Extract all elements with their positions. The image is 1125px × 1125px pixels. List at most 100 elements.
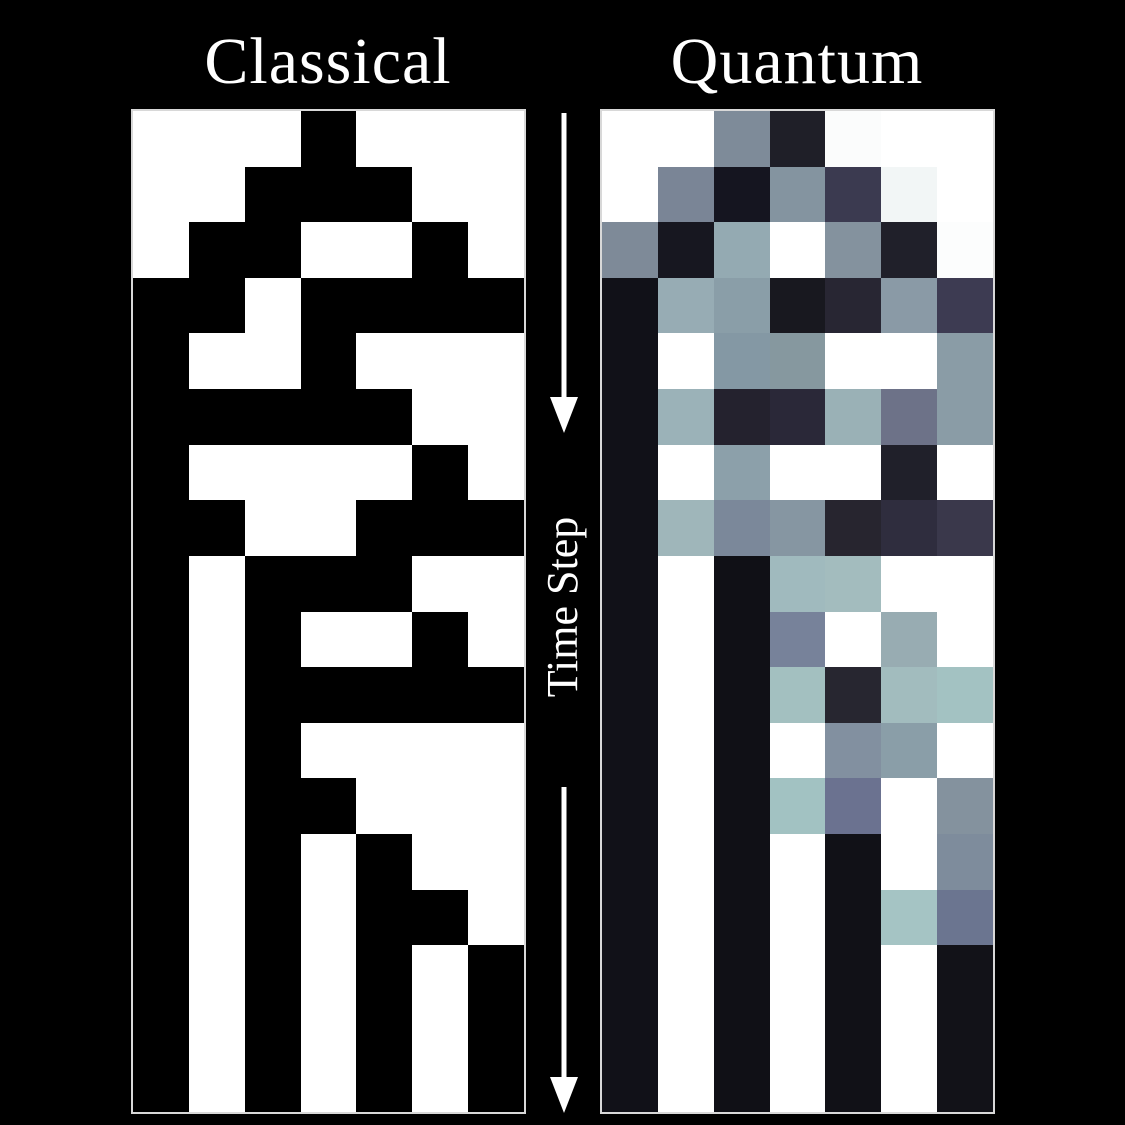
quantum-cell-r3-c6 — [937, 278, 993, 333]
classical-cell-r5-c1 — [189, 389, 245, 445]
classical-cell-r13-c5 — [412, 834, 468, 890]
classical-cell-r15-c3 — [301, 945, 356, 1001]
classical-cell-r11-c6 — [468, 723, 524, 778]
quantum-cell-r7-c5 — [881, 500, 937, 556]
classical-cell-r8-c2 — [245, 556, 301, 612]
quantum-cell-r5-c4 — [825, 389, 881, 445]
quantum-cell-r10-c0 — [602, 667, 658, 723]
quantum-cell-r11-c3 — [770, 723, 825, 778]
quantum-cell-r0-c0 — [602, 111, 658, 167]
classical-cell-r0-c4 — [356, 111, 412, 167]
quantum-cell-r10-c5 — [881, 667, 937, 723]
quantum-cell-r8-c3 — [770, 556, 825, 612]
quantum-cell-r8-c1 — [658, 556, 714, 612]
quantum-cell-r16-c1 — [658, 1001, 714, 1056]
classical-cell-r13-c4 — [356, 834, 412, 890]
quantum-cell-r2-c5 — [881, 222, 937, 278]
quantum-cell-r4-c4 — [825, 333, 881, 389]
classical-cell-r0-c0 — [133, 111, 189, 167]
classical-cell-r17-c0 — [133, 1056, 189, 1112]
quantum-cell-r10-c6 — [937, 667, 993, 723]
quantum-cell-r5-c2 — [714, 389, 770, 445]
classical-cell-r9-c4 — [356, 612, 412, 667]
classical-cell-r9-c6 — [468, 612, 524, 667]
classical-cell-r3-c6 — [468, 278, 524, 333]
classical-cell-r14-c1 — [189, 890, 245, 945]
classical-cell-r2-c0 — [133, 222, 189, 278]
classical-cell-r17-c5 — [412, 1056, 468, 1112]
quantum-cell-r10-c4 — [825, 667, 881, 723]
classical-cell-r9-c1 — [189, 612, 245, 667]
quantum-cell-r9-c3 — [770, 612, 825, 667]
quantum-cell-r2-c4 — [825, 222, 881, 278]
quantum-cell-r3-c1 — [658, 278, 714, 333]
classical-title: Classical — [204, 25, 452, 98]
quantum-cell-r11-c5 — [881, 723, 937, 778]
classical-cell-r1-c5 — [412, 167, 468, 222]
classical-cell-r12-c5 — [412, 778, 468, 834]
quantum-cell-r6-c2 — [714, 445, 770, 500]
quantum-cell-r14-c4 — [825, 890, 881, 945]
quantum-cell-r2-c1 — [658, 222, 714, 278]
quantum-cell-r4-c2 — [714, 333, 770, 389]
quantum-cell-r7-c1 — [658, 500, 714, 556]
quantum-cell-r6-c6 — [937, 445, 993, 500]
classical-cell-r12-c0 — [133, 778, 189, 834]
classical-cell-r16-c1 — [189, 1001, 245, 1056]
time-arrow-lower-head — [550, 1077, 578, 1113]
quantum-cell-r6-c1 — [658, 445, 714, 500]
quantum-cell-r15-c6 — [937, 945, 993, 1001]
quantum-cell-r12-c2 — [714, 778, 770, 834]
classical-cell-r5-c3 — [301, 389, 356, 445]
classical-cell-r9-c0 — [133, 612, 189, 667]
classical-cell-r7-c2 — [245, 500, 301, 556]
classical-cell-r10-c3 — [301, 667, 356, 723]
quantum-cell-r3-c4 — [825, 278, 881, 333]
quantum-cell-r10-c1 — [658, 667, 714, 723]
classical-cell-r5-c2 — [245, 389, 301, 445]
quantum-cell-r15-c5 — [881, 945, 937, 1001]
quantum-cell-r0-c6 — [937, 111, 993, 167]
quantum-cell-r5-c0 — [602, 389, 658, 445]
quantum-cell-r11-c4 — [825, 723, 881, 778]
classical-cell-r5-c6 — [468, 389, 524, 445]
quantum-cell-r1-c6 — [937, 167, 993, 222]
classical-cell-r1-c0 — [133, 167, 189, 222]
quantum-cell-r7-c4 — [825, 500, 881, 556]
classical-cell-r2-c1 — [189, 222, 245, 278]
quantum-cell-r3-c5 — [881, 278, 937, 333]
classical-cell-r16-c6 — [468, 1001, 524, 1056]
classical-cell-r13-c3 — [301, 834, 356, 890]
classical-cell-r5-c4 — [356, 389, 412, 445]
quantum-cell-r9-c1 — [658, 612, 714, 667]
classical-cell-r11-c2 — [245, 723, 301, 778]
quantum-cell-r8-c0 — [602, 556, 658, 612]
quantum-cell-r9-c4 — [825, 612, 881, 667]
quantum-cell-r6-c0 — [602, 445, 658, 500]
quantum-cell-r14-c0 — [602, 890, 658, 945]
quantum-cell-r15-c4 — [825, 945, 881, 1001]
quantum-cell-r12-c6 — [937, 778, 993, 834]
classical-cell-r3-c4 — [356, 278, 412, 333]
quantum-cell-r4-c3 — [770, 333, 825, 389]
quantum-cell-r12-c5 — [881, 778, 937, 834]
quantum-cell-r16-c6 — [937, 1001, 993, 1056]
quantum-cell-r3-c0 — [602, 278, 658, 333]
quantum-cell-r9-c2 — [714, 612, 770, 667]
quantum-cell-r12-c0 — [602, 778, 658, 834]
quantum-cell-r6-c3 — [770, 445, 825, 500]
classical-cell-r15-c2 — [245, 945, 301, 1001]
classical-cell-r4-c4 — [356, 333, 412, 389]
quantum-cell-r9-c0 — [602, 612, 658, 667]
classical-cell-r7-c5 — [412, 500, 468, 556]
quantum-cell-r5-c1 — [658, 389, 714, 445]
quantum-cell-r17-c3 — [770, 1056, 825, 1112]
quantum-cell-r13-c6 — [937, 834, 993, 890]
classical-cell-r3-c2 — [245, 278, 301, 333]
quantum-cell-r13-c3 — [770, 834, 825, 890]
quantum-cell-r9-c5 — [881, 612, 937, 667]
classical-cell-r0-c5 — [412, 111, 468, 167]
classical-cell-r10-c6 — [468, 667, 524, 723]
quantum-cell-r3-c2 — [714, 278, 770, 333]
classical-cell-r12-c1 — [189, 778, 245, 834]
